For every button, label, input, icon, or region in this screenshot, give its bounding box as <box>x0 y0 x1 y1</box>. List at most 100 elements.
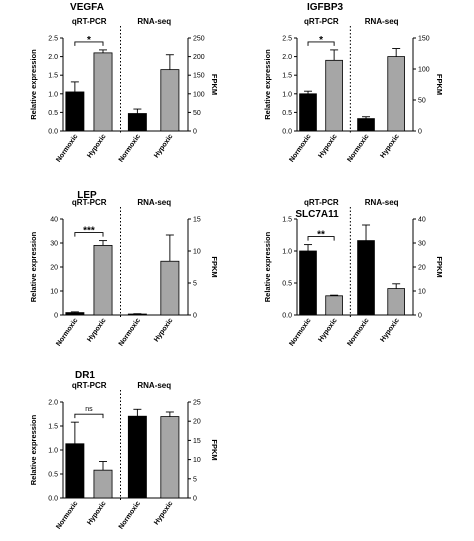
left-y-tick-label: 0.5 <box>282 281 292 288</box>
left-y-tick-label: 0.0 <box>282 313 292 320</box>
right-y-tick-label: 20 <box>193 419 201 426</box>
left-y-tick-label: 0.0 <box>282 129 292 136</box>
right-y-axis-label: FPKM <box>435 74 444 95</box>
rna-seq-bar-hypoxic <box>160 260 180 316</box>
right-y-tick-label: 250 <box>193 36 205 43</box>
rna-seq-category-label: Hypoxic <box>379 317 400 343</box>
chart-title: DR1 <box>75 370 95 381</box>
right-y-tick-label: 200 <box>193 54 205 61</box>
rna-seq-category-label: Hypoxic <box>153 500 174 526</box>
right-y-tick-label: 100 <box>193 91 205 98</box>
significance-label: * <box>319 35 323 46</box>
qrt-pcr-bar-hypoxic <box>93 469 113 499</box>
chart-title: IGFBP3 <box>307 2 344 13</box>
right-y-tick-label: 10 <box>193 249 201 256</box>
section-label-rna-seq: RNA-seq <box>137 198 171 207</box>
left-y-tick-label: 1.5 <box>48 424 58 431</box>
qrt-pcr-bar-normoxic <box>299 250 317 316</box>
right-y-axis-label: FPKM <box>210 439 219 460</box>
qrt-pcr-category-label: Hypoxic <box>317 317 338 343</box>
qrt-pcr-category-label: Hypoxic <box>317 133 338 159</box>
left-y-tick-label: 1.0 <box>48 91 58 98</box>
rna-seq-category-label: Hypoxic <box>153 133 174 159</box>
right-y-tick-label: 5 <box>193 281 197 288</box>
qrt-pcr-category-label: Normoxic <box>55 500 79 531</box>
significance-bracket <box>74 232 104 237</box>
right-y-tick-label: 25 <box>193 400 201 407</box>
right-y-tick-label: 50 <box>418 98 426 105</box>
section-label-qrt-pcr: qRT-PCR <box>304 17 339 26</box>
rna-seq-bar-normoxic <box>127 415 147 499</box>
qrt-pcr-category-label: Normoxic <box>55 317 79 348</box>
left-y-tick-label: 1.0 <box>282 249 292 256</box>
left-y-axis-label: Relative expression <box>263 49 272 120</box>
section-label-rna-seq: RNA-seq <box>365 198 399 207</box>
right-y-tick-label: 0 <box>193 496 197 503</box>
left-y-tick-label: 2.0 <box>282 54 292 61</box>
left-y-tick-label: 1.5 <box>48 73 58 80</box>
qrt-pcr-bar-hypoxic <box>93 244 113 316</box>
section-label-qrt-pcr: qRT-PCR <box>72 198 107 207</box>
rna-seq-bar-normoxic <box>127 113 147 132</box>
rna-seq-category-label: Normoxic <box>118 133 142 164</box>
rna-seq-bar-normoxic <box>357 240 375 316</box>
right-y-axis-label: FPKM <box>210 256 219 277</box>
qrt-pcr-category-label: Hypoxic <box>86 500 107 526</box>
rna-seq-category-label: Normoxic <box>346 317 370 348</box>
right-y-tick-label: 150 <box>193 73 205 80</box>
left-y-axis-label: Relative expression <box>29 231 38 302</box>
section-label-rna-seq: RNA-seq <box>365 17 399 26</box>
left-y-tick-label: 40 <box>50 217 58 224</box>
right-y-tick-label: 0 <box>418 313 422 320</box>
rna-seq-category-label: Hypoxic <box>153 317 174 343</box>
right-y-tick-label: 5 <box>193 476 197 483</box>
right-y-axis-label: FPKM <box>435 256 444 277</box>
right-y-tick-label: 30 <box>418 241 426 248</box>
rna-seq-bar-hypoxic <box>160 69 180 132</box>
significance-bracket <box>74 41 104 46</box>
chart-title: LEP <box>77 190 97 201</box>
rna-seq-category-label: Normoxic <box>118 500 142 531</box>
chart-panel-slc7a11: SLC7A11 qRT-PCR RNA-seq 0.0 0.5 1.0 1.5 0 10 20 30… <box>263 198 444 348</box>
chart-title: VEGFA <box>70 2 104 13</box>
significance-label: ** <box>317 230 325 241</box>
right-y-tick-label: 40 <box>418 217 426 224</box>
left-y-tick-label: 1.5 <box>282 73 292 80</box>
significance-label: *** <box>83 226 95 237</box>
left-y-tick-label: 0.0 <box>48 129 58 136</box>
qrt-pcr-bar-hypoxic <box>325 295 343 316</box>
left-y-axis-label: Relative expression <box>29 49 38 120</box>
left-y-tick-label: 0.5 <box>48 472 58 479</box>
left-y-tick-label: 2.0 <box>48 400 58 407</box>
qrt-pcr-bar-hypoxic <box>325 59 343 132</box>
section-label-rna-seq: RNA-seq <box>137 17 171 26</box>
right-y-tick-label: 10 <box>418 289 426 296</box>
left-y-tick-label: 0.5 <box>282 110 292 117</box>
right-y-tick-label: 0 <box>418 129 422 136</box>
rna-seq-category-label: Hypoxic <box>379 133 400 159</box>
rna-seq-category-label: Normoxic <box>118 317 142 348</box>
left-y-tick-label: 0.5 <box>48 110 58 117</box>
qrt-pcr-category-label: Normoxic <box>288 133 312 164</box>
qrt-pcr-bar-normoxic <box>299 93 317 132</box>
left-y-tick-label: 1.0 <box>282 91 292 98</box>
qrt-pcr-category-label: Normoxic <box>288 317 312 348</box>
rna-seq-bar-normoxic <box>127 313 147 316</box>
left-y-tick-label: 20 <box>50 265 58 272</box>
section-label-qrt-pcr: qRT-PCR <box>304 198 339 207</box>
significance-label: * <box>87 35 91 46</box>
left-y-axis-label: Relative expression <box>29 414 38 485</box>
right-y-tick-label: 150 <box>418 36 430 43</box>
significance-label: ns <box>85 406 93 413</box>
rna-seq-bar-hypoxic <box>160 416 180 499</box>
rna-seq-category-label: Normoxic <box>346 133 370 164</box>
right-y-tick-label: 0 <box>193 129 197 136</box>
right-y-tick-label: 50 <box>193 110 201 117</box>
left-y-tick-label: 30 <box>50 241 58 248</box>
left-y-tick-label: 1.5 <box>282 217 292 224</box>
section-label-qrt-pcr: qRT-PCR <box>72 17 107 26</box>
significance-bracket <box>307 236 335 241</box>
